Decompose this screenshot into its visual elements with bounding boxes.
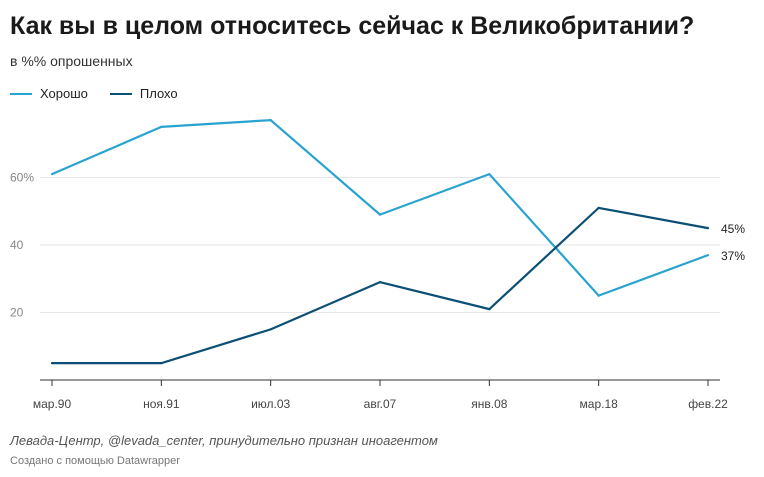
line-chart: 20 40 60% мар.90 ноя.91 июл.03 авг.07 янв.08 мар… (10, 118, 745, 411)
data-point (378, 213, 382, 216)
y-tick-label: 40 (10, 238, 24, 252)
y-tick-label: 60% (10, 171, 34, 185)
data-point (597, 206, 600, 209)
data-point (269, 328, 272, 331)
chart-title: Как вы в целом относитесь сейчас к Велик… (10, 12, 695, 40)
data-point (706, 254, 710, 257)
data-point (378, 281, 382, 284)
legend-swatch-good (10, 92, 32, 95)
data-point (50, 362, 54, 365)
end-value-label: 45% (721, 222, 745, 236)
x-tick-label: мар.18 (580, 397, 619, 411)
x-tick-label: фев.22 (688, 397, 728, 411)
legend-swatch-bad (109, 92, 132, 95)
source-note: Левада-Центр, @levada_center, принудител… (10, 433, 438, 448)
data-point (488, 173, 491, 176)
x-tick-label: июл.03 (251, 397, 290, 411)
data-point (50, 173, 54, 176)
x-tick-label: мар.90 (33, 397, 72, 411)
data-point (269, 119, 272, 122)
datawrapper-credit: Создано с помощью Datawrapper (10, 455, 180, 467)
data-point (706, 227, 710, 230)
data-point (160, 125, 163, 128)
y-tick-label: 20 (10, 306, 24, 320)
data-point (160, 362, 163, 365)
series-line-bad (52, 206, 709, 365)
chart-subtitle: в %% опрошенных (10, 53, 133, 69)
x-tick-label: янв.08 (471, 397, 508, 411)
x-tick-label: авг.07 (364, 397, 397, 411)
data-point (597, 294, 600, 297)
chart-legend: Хорошо Плохо (10, 86, 200, 101)
series-line-good (51, 118, 709, 297)
legend-label-good: Хорошо (40, 86, 88, 101)
legend-item-good: Хорошо (10, 86, 88, 101)
data-point (488, 308, 491, 311)
end-value-label: 37% (721, 249, 745, 263)
x-tick-label: ноя.91 (143, 397, 180, 411)
legend-item-bad: Плохо (109, 86, 178, 101)
legend-label-bad: Плохо (139, 86, 178, 101)
